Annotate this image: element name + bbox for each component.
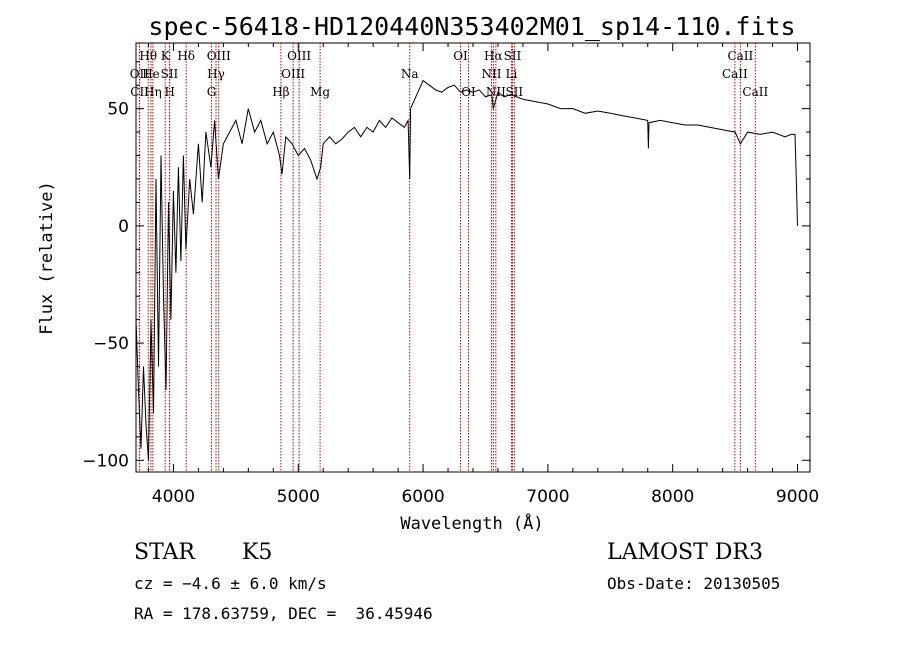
- line-label: SII: [504, 49, 522, 63]
- line-label: CaII: [722, 67, 748, 81]
- plot-frame: [135, 42, 811, 473]
- survey-name: LAMOST DR3: [607, 540, 763, 565]
- y-axis-label: Flux (relative): [37, 181, 57, 335]
- line-label: H: [164, 85, 174, 99]
- line-label: CII: [130, 85, 149, 99]
- line-label: NII: [486, 85, 506, 99]
- line-label: Hα: [484, 49, 503, 63]
- line-label: OI: [461, 85, 476, 99]
- line-label: OIII: [287, 49, 311, 63]
- line-label: Hγ: [207, 67, 225, 81]
- x-tick-label: 5000: [277, 487, 320, 507]
- line-label: SII: [161, 67, 179, 81]
- line-label: OIII: [281, 67, 305, 81]
- line-label: Hη: [144, 85, 162, 99]
- y-tick-label: −100: [82, 451, 129, 471]
- x-tick-label: 7000: [526, 487, 569, 507]
- x-tick-label: 9000: [776, 487, 819, 507]
- line-label: CaII: [727, 49, 753, 63]
- line-label: He: [142, 67, 160, 81]
- y-tick-label: 0: [118, 217, 129, 237]
- line-label: OIII: [207, 49, 231, 63]
- x-axis-ticks: 4000 5000 6000 7000 8000 9000: [147, 43, 819, 507]
- line-label: K: [161, 49, 171, 63]
- obs-date: Obs-Date: 20130505: [607, 574, 781, 593]
- spectral-line-markers: [138, 43, 756, 472]
- spectrum-line: [135, 79, 798, 461]
- ra-dec: RA = 178.63759, DEC = 36.45946: [134, 604, 433, 623]
- y-tick-label: −50: [93, 334, 129, 354]
- line-label: Mg: [310, 85, 330, 99]
- line-label: Hθ: [139, 49, 157, 63]
- line-label: NII: [481, 67, 501, 81]
- x-axis-label: Wavelength (Å): [400, 512, 543, 534]
- line-label: SII: [505, 85, 523, 99]
- x-tick-label: 6000: [401, 487, 444, 507]
- line-label: OI: [453, 49, 468, 63]
- line-label: G: [207, 85, 217, 99]
- object-subclass: K5: [242, 540, 273, 565]
- chart-title: spec-56418-HD120440N353402M01_sp14-110.f…: [148, 12, 795, 41]
- x-tick-label: 8000: [651, 487, 694, 507]
- x-tick-label: 4000: [152, 487, 195, 507]
- line-label: Hβ: [272, 85, 289, 99]
- y-axis-ticks: −100 −50 0 50: [82, 61, 810, 471]
- line-label: Na: [401, 67, 419, 81]
- line-label: CaII: [742, 85, 768, 99]
- object-class: STAR: [134, 540, 195, 565]
- line-label: Li: [506, 67, 518, 81]
- line-label: Hδ: [177, 49, 195, 63]
- spectral-line-labels: Hθ OII CII He Hη K SII H Hδ OIII Hγ G Hβ OIII OIII Mg Na…: [130, 49, 769, 99]
- line-label: OII: [130, 67, 150, 81]
- redshift-cz: cz = −4.6 ± 6.0 km/s: [134, 574, 327, 593]
- y-tick-label: 50: [107, 100, 129, 120]
